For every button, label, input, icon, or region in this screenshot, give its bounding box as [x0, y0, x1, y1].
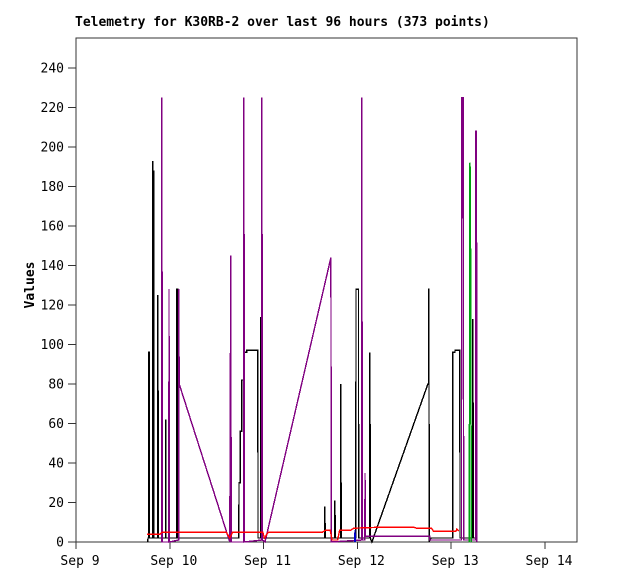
y-tick-label: 180: [41, 180, 64, 195]
y-tick-label: 0: [56, 536, 64, 551]
y-tick-label: 220: [41, 101, 64, 116]
chart-title: Telemetry for K30RB-2 over last 96 hours…: [75, 15, 490, 30]
y-tick-label: 40: [48, 457, 64, 472]
y-tick-label: 160: [41, 220, 64, 235]
series-purple: [161, 96, 478, 544]
y-tick-label: 200: [41, 141, 64, 156]
series-green: [468, 162, 473, 543]
y-tick-label: 140: [41, 259, 64, 274]
y-tick-label: 240: [41, 62, 64, 77]
x-tick-label: Sep 9: [60, 554, 99, 569]
y-tick-label: 100: [41, 338, 64, 353]
y-tick-label: 120: [41, 299, 64, 314]
x-tick-label: Sep 11: [244, 554, 291, 569]
y-tick-label: 20: [48, 496, 64, 511]
y-tick-label: 80: [48, 378, 64, 393]
x-tick-label: Sep 14: [526, 554, 573, 569]
x-tick-label: Sep 12: [338, 554, 385, 569]
x-tick-label: Sep 10: [150, 554, 197, 569]
series-black: [147, 160, 478, 544]
series-red: [147, 526, 460, 541]
x-tick-label: Sep 13: [432, 554, 479, 569]
plot-frame: [75, 37, 578, 543]
y-tick-label: 60: [48, 417, 64, 432]
